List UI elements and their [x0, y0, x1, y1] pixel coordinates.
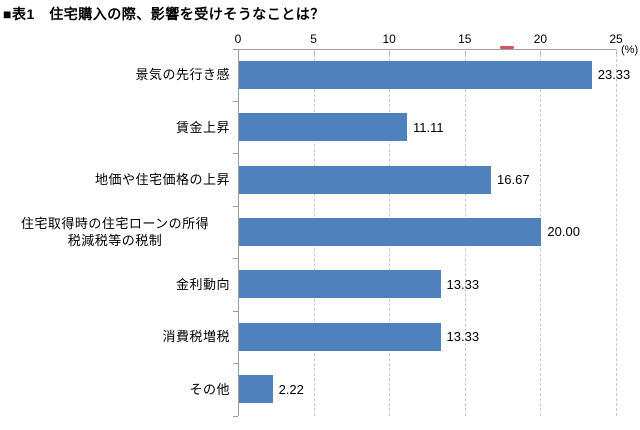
bar: [239, 322, 441, 351]
category-label: 賃金上昇: [175, 119, 230, 135]
category-label: 消費税増税: [162, 329, 230, 345]
value-label: 13.33: [446, 276, 480, 292]
category-tick-mark: [233, 100, 238, 102]
bar: [239, 113, 407, 142]
chart-title: ■表1 住宅購入の際、影響を受けそうなことは？: [3, 6, 325, 22]
bar: [239, 60, 592, 89]
category-tick-mark: [233, 363, 238, 365]
x-tick-mark: [238, 48, 239, 54]
category-tick-mark: [233, 153, 238, 155]
bar: [239, 375, 273, 404]
category-tick-mark: [233, 415, 238, 417]
category-tick-mark: [233, 205, 238, 207]
value-label: 16.67: [497, 172, 530, 188]
gridline: [616, 48, 617, 416]
percent-unit-label: (%): [621, 43, 639, 56]
x-tick-label: 10: [382, 31, 396, 46]
category-label: その他: [189, 381, 230, 397]
x-tick-label: 25: [609, 31, 623, 46]
red-artifact-mark: [500, 46, 514, 49]
category-label: 住宅取得時の住宅ローンの所得 税減税等の税制: [20, 215, 210, 248]
value-label: 20.00: [547, 224, 580, 240]
category-tick-mark: [233, 258, 238, 260]
bar: [239, 165, 492, 194]
x-tick-label: 0: [234, 31, 242, 46]
category-axis-line: [238, 48, 239, 416]
x-tick-label: 5: [310, 31, 317, 46]
x-tick-label: 20: [533, 31, 548, 46]
category-label: 景気の先行き感: [135, 67, 230, 83]
x-tick-label: 15: [458, 31, 472, 46]
bar: [239, 270, 441, 299]
value-label: 13.33: [446, 329, 480, 345]
bar: [239, 218, 542, 246]
value-label: 2.22: [278, 381, 304, 397]
category-label: 金利動向: [175, 276, 230, 292]
category-tick-mark: [233, 310, 238, 312]
value-label: 23.33: [597, 67, 631, 83]
value-label: 11.11: [412, 119, 444, 135]
category-label: 地価や住宅価格の上昇: [94, 172, 230, 188]
category-tick-mark: [233, 48, 238, 50]
x-axis-line: [238, 48, 616, 50]
